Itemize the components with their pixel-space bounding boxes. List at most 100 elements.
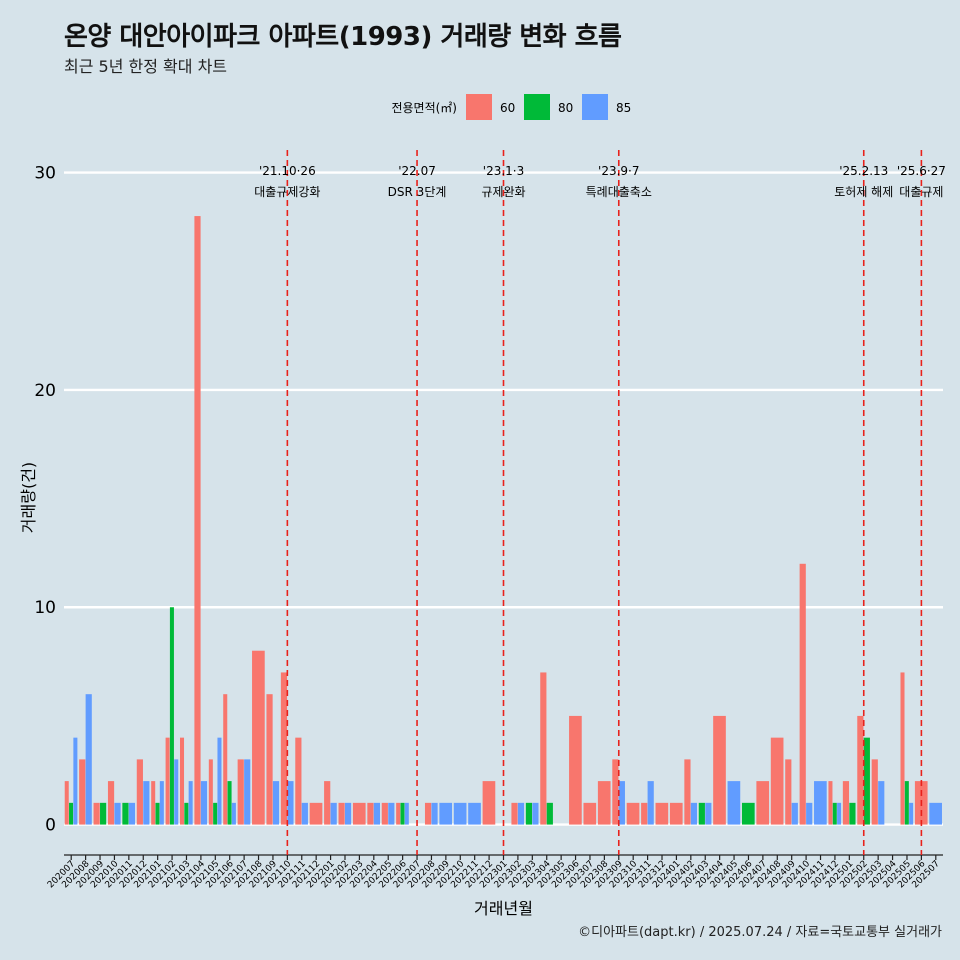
event-name-label: 특례대출축소 bbox=[586, 185, 652, 199]
bar bbox=[468, 802, 481, 825]
chart-subtitle: 최근 5년 한정 확대 차트 bbox=[64, 57, 228, 76]
bar bbox=[690, 802, 698, 825]
bar bbox=[373, 802, 380, 825]
bar bbox=[338, 802, 345, 825]
bar bbox=[404, 802, 409, 825]
legend-label: 85 bbox=[616, 101, 631, 115]
event-date-label: '23.1·3 bbox=[483, 164, 524, 178]
bar bbox=[309, 802, 323, 825]
bar bbox=[64, 781, 69, 825]
bar bbox=[93, 802, 100, 825]
bar bbox=[837, 802, 842, 825]
event-name-label: 토허제 해제 bbox=[834, 185, 893, 199]
bar bbox=[107, 781, 115, 825]
bar bbox=[217, 737, 222, 825]
bar bbox=[194, 216, 201, 825]
bar bbox=[785, 759, 792, 825]
bar bbox=[227, 781, 232, 825]
bar bbox=[151, 781, 156, 825]
y-tick-label: 10 bbox=[34, 598, 56, 618]
bar bbox=[655, 802, 669, 825]
bar bbox=[641, 802, 648, 825]
bar bbox=[179, 737, 185, 825]
bar bbox=[266, 694, 273, 825]
legend-title: 전용면적(㎡) bbox=[391, 101, 457, 115]
bar bbox=[806, 802, 813, 825]
bar bbox=[252, 650, 265, 825]
x-axis-title: 거래년월 bbox=[474, 899, 533, 918]
event-name-label: 규제완화 bbox=[481, 185, 525, 199]
event-name-label: DSR 3단계 bbox=[388, 185, 447, 199]
event-date-label: '25.2.13 bbox=[839, 164, 888, 178]
legend-label: 60 bbox=[500, 101, 515, 115]
bar bbox=[828, 781, 833, 825]
bar bbox=[85, 694, 92, 825]
bar bbox=[453, 802, 467, 825]
bar bbox=[200, 781, 208, 825]
legend-swatch bbox=[524, 94, 550, 120]
bar bbox=[330, 802, 337, 825]
bar bbox=[213, 802, 218, 825]
bar bbox=[231, 802, 236, 825]
bar bbox=[237, 759, 244, 825]
y-tick-label: 0 bbox=[45, 816, 56, 836]
bar bbox=[114, 802, 121, 825]
bar bbox=[546, 802, 553, 825]
bar bbox=[684, 759, 691, 825]
bar bbox=[871, 759, 878, 825]
bar bbox=[842, 781, 850, 825]
y-tick-label: 30 bbox=[34, 164, 56, 184]
bar bbox=[223, 694, 228, 825]
event-date-label: '25.6·27 bbox=[897, 164, 946, 178]
bar bbox=[396, 802, 401, 825]
event-name-label: 대출규제 bbox=[899, 185, 943, 199]
bar bbox=[79, 759, 86, 825]
bar bbox=[569, 715, 582, 825]
bar bbox=[756, 781, 770, 825]
bar bbox=[122, 802, 129, 825]
bar bbox=[143, 781, 150, 825]
y-axis-title: 거래량(건) bbox=[19, 462, 38, 533]
bar bbox=[280, 672, 288, 825]
bar bbox=[388, 802, 395, 825]
bar bbox=[287, 781, 294, 825]
legend-label: 80 bbox=[558, 101, 573, 115]
bar bbox=[69, 802, 74, 825]
bar bbox=[727, 781, 741, 825]
bar bbox=[272, 781, 280, 825]
bar bbox=[295, 737, 302, 825]
bar bbox=[612, 759, 619, 825]
legend-swatch bbox=[466, 94, 492, 120]
source-caption: ©디아파트(dapt.kr) / 2025.07.24 / 자료=국토교통부 실… bbox=[578, 925, 942, 940]
bar bbox=[832, 802, 837, 825]
bar bbox=[184, 802, 189, 825]
bar bbox=[100, 802, 107, 825]
bar bbox=[878, 781, 885, 825]
bar bbox=[128, 802, 136, 825]
bar bbox=[352, 802, 366, 825]
bar bbox=[647, 781, 654, 825]
y-tick-label: 20 bbox=[34, 381, 56, 401]
bar bbox=[900, 672, 905, 825]
bar bbox=[188, 781, 193, 825]
bar bbox=[511, 802, 518, 825]
bar bbox=[165, 737, 170, 825]
bar bbox=[705, 802, 712, 825]
bar bbox=[909, 802, 914, 825]
legend-swatch bbox=[582, 94, 608, 120]
bar bbox=[208, 759, 213, 825]
event-date-label: '22.07 bbox=[398, 164, 436, 178]
bar bbox=[863, 737, 870, 825]
bar bbox=[324, 781, 331, 825]
event-name-label: 대출규제강화 bbox=[254, 185, 320, 199]
bar bbox=[857, 715, 864, 825]
bar bbox=[532, 802, 539, 825]
bar bbox=[698, 802, 705, 825]
bar bbox=[244, 759, 251, 825]
bar bbox=[517, 802, 525, 825]
bar bbox=[301, 802, 308, 825]
event-date-label: '23.9·7 bbox=[598, 164, 639, 178]
bar bbox=[583, 802, 597, 825]
bar bbox=[344, 802, 352, 825]
